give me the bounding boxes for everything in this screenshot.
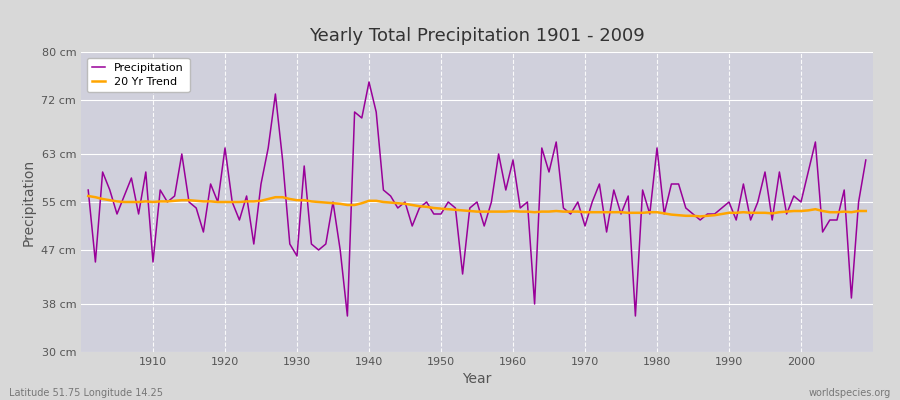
20 Yr Trend [695, 214, 706, 219]
20 Yr Trend [594, 210, 605, 215]
20 Yr Trend [140, 199, 151, 204]
Precipitation [515, 206, 526, 210]
Y-axis label: Precipitation: Precipitation [22, 158, 36, 246]
Text: Latitude 51.75 Longitude 14.25: Latitude 51.75 Longitude 14.25 [9, 388, 163, 398]
Precipitation [349, 110, 360, 114]
Legend: Precipitation, 20 Yr Trend: Precipitation, 20 Yr Trend [86, 58, 190, 92]
Line: 20 Yr Trend: 20 Yr Trend [88, 196, 866, 216]
20 Yr Trend [342, 202, 353, 207]
Precipitation [299, 164, 310, 168]
Precipitation [140, 170, 151, 174]
Title: Yearly Total Precipitation 1901 - 2009: Yearly Total Precipitation 1901 - 2009 [309, 27, 645, 45]
Line: Precipitation: Precipitation [88, 82, 866, 316]
Precipitation [364, 80, 374, 84]
20 Yr Trend [860, 209, 871, 214]
Precipitation [522, 200, 533, 204]
20 Yr Trend [299, 198, 310, 203]
Precipitation [860, 158, 871, 162]
20 Yr Trend [508, 209, 518, 214]
20 Yr Trend [83, 194, 94, 198]
X-axis label: Year: Year [463, 372, 491, 386]
20 Yr Trend [500, 209, 511, 214]
Text: worldspecies.org: worldspecies.org [809, 388, 891, 398]
Precipitation [608, 188, 619, 192]
Precipitation [83, 188, 94, 192]
Precipitation [342, 314, 353, 318]
